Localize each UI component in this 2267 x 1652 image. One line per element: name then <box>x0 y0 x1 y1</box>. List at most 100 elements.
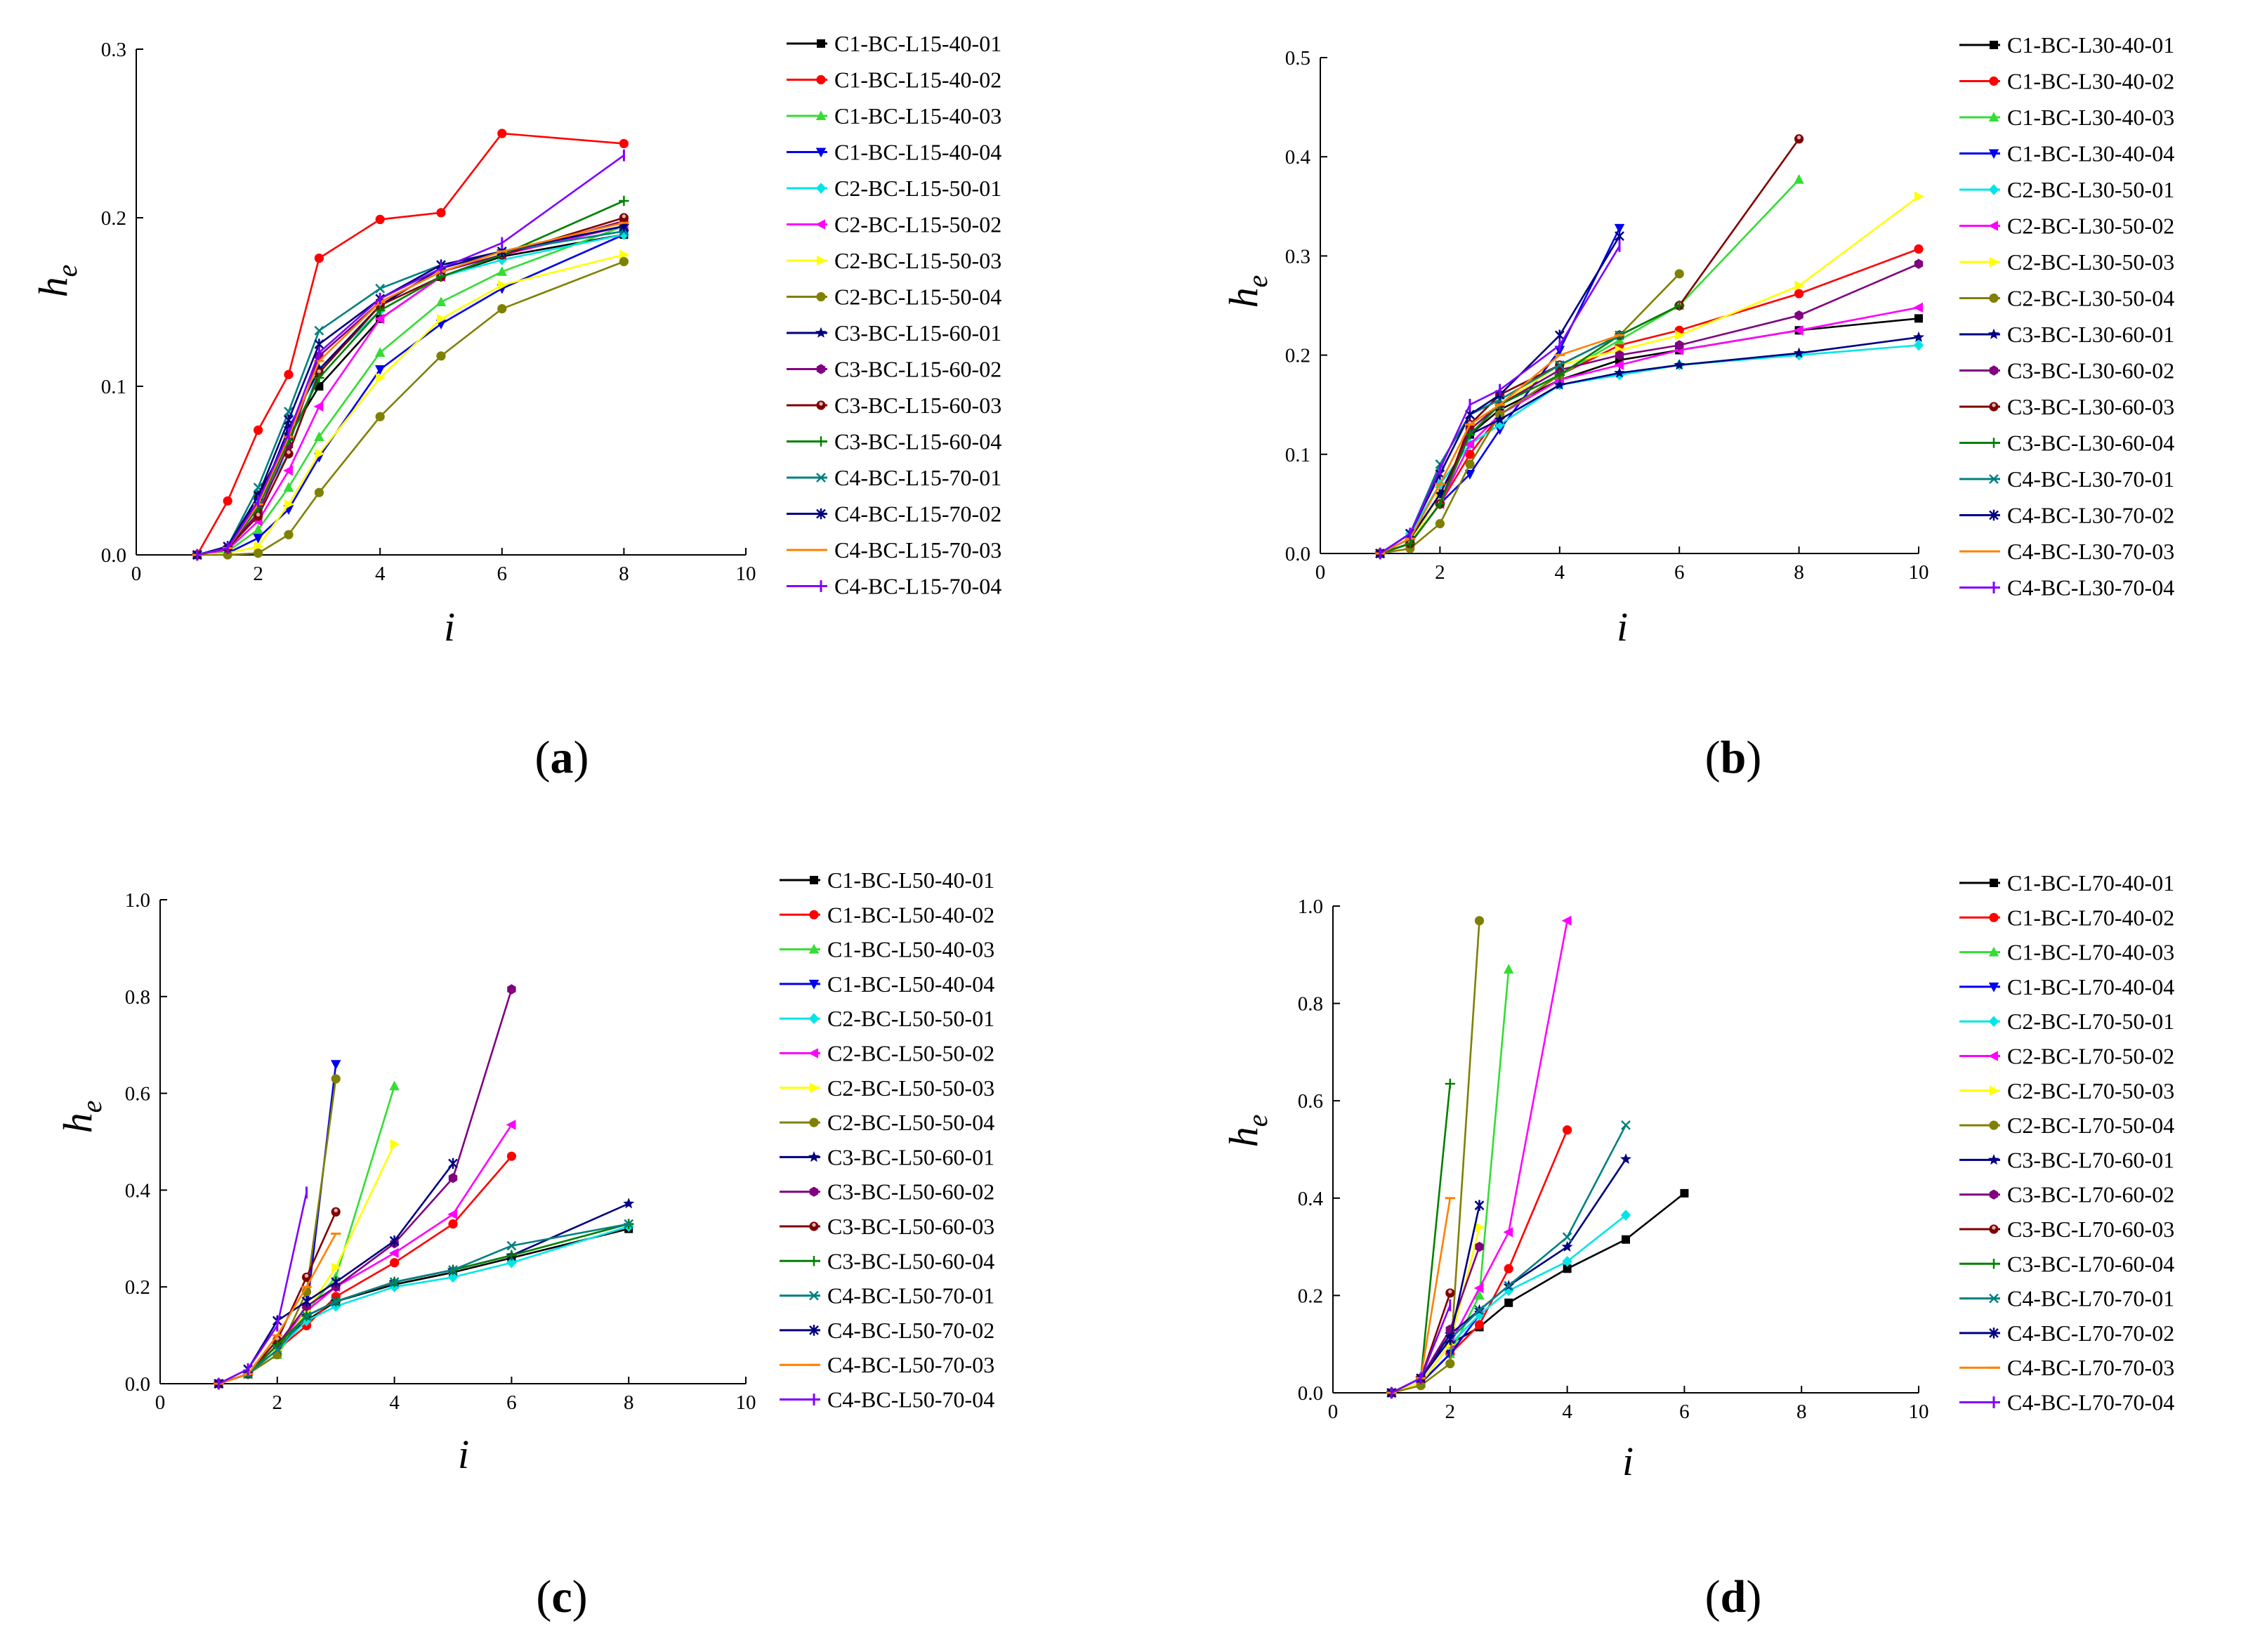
legend-swatch-marker <box>1989 1120 1999 1130</box>
y-axis-label-main: h <box>55 1113 100 1133</box>
series-line <box>218 1085 395 1385</box>
series-C4-BC-L70-70-03 <box>1386 1197 1455 1394</box>
legend-entry: C4-BC-L70-70-03 <box>1959 1355 2174 1380</box>
data-point <box>1794 134 1804 144</box>
legend-entry: C4-BC-L70-70-04 <box>1959 1390 2174 1415</box>
legend-swatch-marker <box>1988 149 1999 159</box>
legend-label: C2-BC-L70-50-03 <box>2007 1078 2174 1103</box>
legend-label: C3-BC-L15-60-01 <box>834 320 1001 346</box>
data-point <box>619 138 629 148</box>
data-point <box>331 1262 341 1273</box>
legend-label: C1-BC-L70-40-02 <box>2007 905 2174 930</box>
legend-entry: C2-BC-L15-50-03 <box>787 248 1001 273</box>
series-line <box>1379 195 1919 555</box>
caption-open-paren: ( <box>536 1571 551 1622</box>
data-point <box>331 1060 341 1070</box>
panel-caption: (c) <box>536 1571 587 1622</box>
legend-swatch-marker <box>808 1013 820 1024</box>
y-tick-label: 0.2 <box>101 207 126 230</box>
x-tick-label: 4 <box>1562 1401 1572 1423</box>
data-point <box>254 425 263 435</box>
data-point <box>1435 499 1445 509</box>
series-C3-BC-L30-60-04 <box>1375 300 1685 559</box>
data-point <box>1914 258 1924 269</box>
legend-entry: C4-BC-L50-70-01 <box>780 1283 994 1309</box>
y-tick-label: 0.4 <box>1298 1188 1324 1210</box>
chart-panel-c: 0 2 4 6 8 10 0.0 0.2 0.4 0.6 0.8 1.0 he i C1-BC-L50-40… <box>55 867 994 1622</box>
x-tick-label: 6 <box>497 563 508 585</box>
legend-entry: C1-BC-L70-40-01 <box>1959 870 2174 896</box>
data-point <box>1913 331 1924 342</box>
x-tick-label: 6 <box>1679 1401 1690 1423</box>
legend-entry: C2-BC-L30-50-04 <box>1959 286 2174 311</box>
y-tick-label: 0.6 <box>125 1083 150 1106</box>
legend-label: C3-BC-L50-60-04 <box>827 1248 994 1273</box>
data-point <box>301 1311 312 1321</box>
legend-label: C4-BC-L15-70-02 <box>834 501 1001 527</box>
legend-swatch-marker <box>808 1048 818 1058</box>
legend-label: C1-BC-L50-40-03 <box>827 937 994 962</box>
legend-label: C1-BC-L15-40-02 <box>834 67 1001 93</box>
legend-entry: C2-BC-L15-50-04 <box>787 284 1001 310</box>
legend-label: C2-BC-L15-50-02 <box>834 212 1001 237</box>
y-tick-label: 0.3 <box>101 39 126 61</box>
legend-entry: C4-BC-L30-70-04 <box>1959 575 2174 601</box>
data-point <box>506 1240 517 1251</box>
data-point <box>1475 1222 1485 1233</box>
data-point <box>1675 330 1685 341</box>
legend-entry: C1-BC-L15-40-02 <box>787 67 1001 93</box>
series-C2-BC-L30-50-02 <box>1374 302 1923 559</box>
legend-label: C1-BC-L70-40-03 <box>2007 940 2174 965</box>
legend-label: C1-BC-L15-40-04 <box>834 140 1001 165</box>
y-axis-label-sub: e <box>51 265 83 277</box>
data-point <box>1615 230 1624 242</box>
legend-label: C3-BC-L30-60-03 <box>2007 394 2174 419</box>
legend-entry: C2-BC-L50-50-04 <box>780 1110 994 1135</box>
data-point <box>1445 1078 1455 1089</box>
legend-swatch-marker <box>816 400 826 410</box>
data-point <box>389 1080 400 1091</box>
legend-entry: C3-BC-L30-60-01 <box>1959 322 2174 347</box>
legend-entry: C3-BC-L70-60-04 <box>1959 1251 2174 1276</box>
x-tick-label: 10 <box>1909 1401 1929 1423</box>
data-point-highlight <box>1448 1290 1452 1294</box>
data-point <box>1615 350 1624 360</box>
legend-label: C4-BC-L70-70-01 <box>2007 1286 2174 1311</box>
data-point <box>374 313 385 324</box>
y-axis-label-sub: e <box>1242 1115 1273 1127</box>
legend-label: C2-BC-L70-50-01 <box>2007 1009 2174 1034</box>
x-tick-label: 10 <box>736 563 756 585</box>
legend-entry: C2-BC-L30-50-03 <box>1959 249 2174 275</box>
legend-label: C4-BC-L70-70-02 <box>2007 1320 2174 1346</box>
x-tick-label: 2 <box>272 1391 283 1414</box>
data-point <box>624 1219 634 1229</box>
data-point <box>1504 1264 1513 1273</box>
legend-label: C1-BC-L70-40-04 <box>2007 974 2174 999</box>
data-point <box>1914 191 1924 202</box>
data-point <box>331 1207 341 1217</box>
data-point <box>497 129 507 138</box>
legend-swatch-marker <box>1989 1293 1999 1304</box>
legend-swatch-marker <box>816 74 826 85</box>
data-point <box>284 530 294 539</box>
legend-entry: C1-BC-L30-40-03 <box>1959 105 2174 130</box>
y-axis-label-main: h <box>1221 1127 1266 1147</box>
legend-label: C1-BC-L70-40-01 <box>2007 870 2174 896</box>
legend-entry: C2-BC-L15-50-01 <box>787 176 1001 201</box>
legend-swatch-marker <box>815 148 827 158</box>
series-C1-BC-L50-40-01 <box>214 1224 633 1388</box>
legend-label: C4-BC-L70-70-04 <box>2007 1390 2174 1415</box>
data-point <box>284 499 294 510</box>
legend-label: C2-BC-L70-50-02 <box>2007 1044 2174 1069</box>
legend-entry: C4-BC-L50-70-03 <box>780 1352 994 1377</box>
legend-label: C2-BC-L50-50-03 <box>827 1075 994 1101</box>
legend-entry: C2-BC-L50-50-03 <box>780 1075 994 1101</box>
data-point <box>284 449 294 459</box>
y-tick-label: 0.2 <box>1285 345 1310 367</box>
legend-label: C3-BC-L70-60-03 <box>2007 1217 2174 1242</box>
x-axis-label: i <box>1622 1438 1634 1484</box>
data-point <box>448 1173 458 1184</box>
series-line <box>1391 1129 1568 1394</box>
data-point <box>1620 1153 1631 1165</box>
